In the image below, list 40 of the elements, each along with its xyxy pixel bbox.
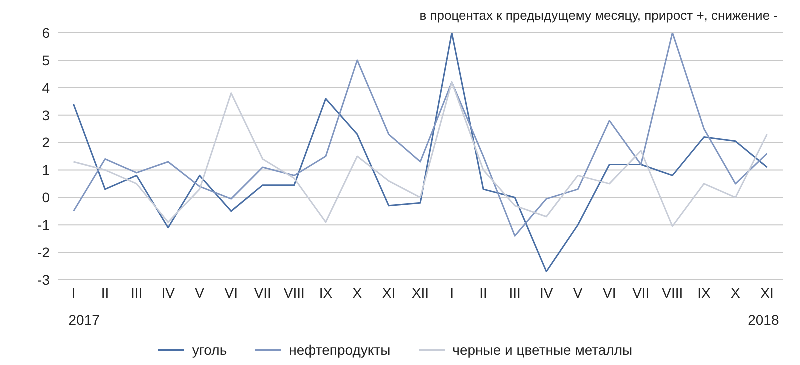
line-series (73, 82, 768, 228)
x-tick-label: IV (162, 284, 176, 301)
x-tick-label: VIII (284, 284, 305, 301)
x-tick-label: XI (382, 284, 396, 301)
x-tick-label: IX (319, 284, 334, 301)
x-tick-label: I (72, 284, 76, 301)
x-tick-label: II (480, 284, 488, 301)
legend-label: уголь (192, 342, 228, 358)
x-tick-label: VIII (662, 284, 684, 301)
y-tick-label: -2 (38, 244, 50, 261)
text: 2018 (748, 312, 780, 328)
y-tick-label: 5 (42, 52, 50, 68)
x-tick-label: VII (632, 284, 650, 301)
x-tick-label: II (101, 284, 110, 301)
y-tick-label: -1 (38, 217, 50, 234)
x-tick-label: X (352, 284, 363, 301)
x-tick-label: III (130, 284, 143, 301)
x-tick-label: XI (760, 284, 774, 301)
x-tick-label: V (573, 284, 584, 301)
y-tick-label: 2 (42, 134, 50, 151)
legend-label: черные и цветные металлы (452, 342, 633, 358)
x-tick-label: IV (540, 284, 554, 301)
x-tick-label: XII (412, 284, 430, 301)
y-tick-label: 6 (42, 24, 50, 41)
x-tick-label: I (450, 284, 454, 301)
y-tick-label: 3 (42, 107, 50, 124)
x-tick-label: III (509, 284, 521, 301)
x-tick-label: VI (224, 284, 238, 301)
y-tick-label: 0 (42, 190, 50, 206)
y-tick-label: 1 (42, 162, 50, 178)
y-tick-label: 4 (42, 80, 50, 96)
chart-subtitle: в процентах к предыдущему месяцу, прирост +, снижение - (420, 8, 778, 23)
x-tick-label: X (731, 284, 742, 301)
x-tick-label: VI (603, 284, 616, 301)
x-tick-label: VII (254, 284, 272, 301)
legend-label: нефтепродукты (289, 342, 391, 358)
x-tick-label: IX (698, 284, 712, 301)
x-tick-label: V (195, 284, 206, 301)
text: 2017 (68, 312, 100, 328)
y-tick-label: -3 (38, 272, 50, 288)
